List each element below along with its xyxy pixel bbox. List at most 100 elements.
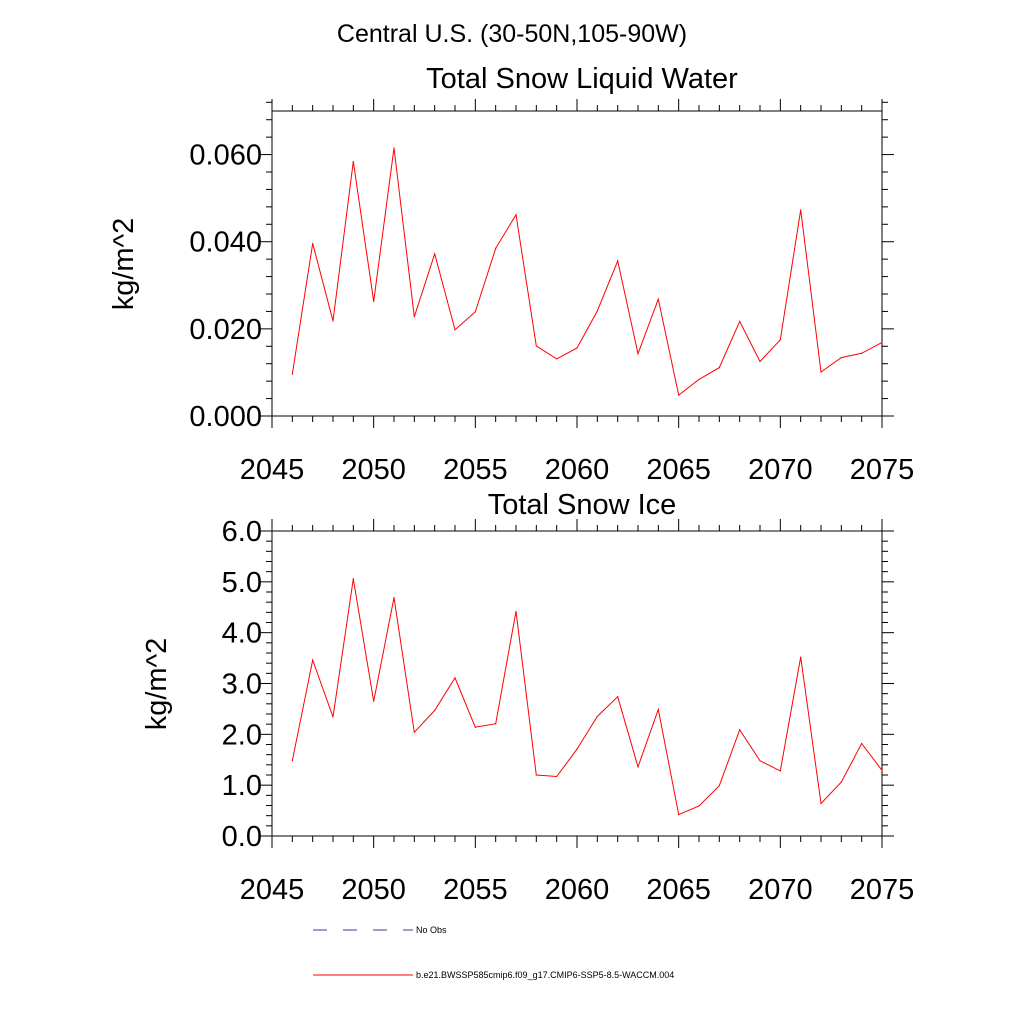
data-point (759, 360, 761, 363)
x-tick-label: 2075 (850, 454, 915, 486)
data-point (657, 298, 659, 300)
data-point (515, 214, 517, 216)
y-tick-label: 3.0 (222, 669, 262, 701)
data-point (535, 774, 537, 776)
data-point (861, 742, 863, 745)
data-point (637, 766, 639, 768)
panel-title: Total Snow Ice (488, 489, 677, 521)
y-tick-label: 5.0 (222, 567, 262, 599)
x-tick-label: 2045 (240, 454, 305, 486)
data-point (840, 357, 842, 359)
x-tick-label: 2055 (443, 874, 508, 906)
data-point (434, 709, 436, 712)
x-tick-label: 2050 (341, 874, 406, 906)
data-point (352, 160, 354, 163)
x-tick-label: 2075 (850, 874, 915, 906)
data-point (535, 345, 537, 347)
data-point (698, 805, 700, 807)
y-tick-label: 0.000 (189, 401, 262, 433)
data-point (820, 802, 822, 805)
legend-label-no-obs: No Obs (416, 925, 447, 935)
x-tick-label: 2050 (341, 454, 406, 486)
x-tick-label: 2070 (748, 454, 813, 486)
data-point (596, 715, 598, 718)
x-tick-label: 2060 (545, 874, 610, 906)
data-point (800, 209, 802, 211)
data-point (576, 748, 578, 750)
x-tick-label: 2055 (443, 454, 508, 486)
data-point (698, 378, 700, 380)
data-point (413, 731, 415, 733)
data-point (739, 729, 741, 731)
data-point (718, 785, 720, 787)
data-point (678, 394, 680, 396)
y-tick-label: 1.0 (222, 770, 262, 802)
legend: No Obs b.e21.BWSSP585cmip6.f09_g17.CMIP6… (313, 925, 674, 980)
data-point (495, 723, 497, 725)
legend-label-model-run: b.e21.BWSSP585cmip6.f09_g17.CMIP6-SSP5-8… (416, 970, 674, 980)
data-point (515, 610, 517, 612)
data-point (596, 310, 598, 312)
data-point (820, 371, 822, 373)
data-point (739, 320, 741, 323)
data-point (881, 769, 883, 772)
region-title: Central U.S. (30-50N,105-90W) (337, 20, 687, 48)
data-point (495, 247, 497, 249)
data-point (556, 775, 558, 778)
data-point (312, 242, 314, 245)
data-point (779, 339, 781, 341)
data-point (800, 656, 802, 658)
data-point (373, 300, 375, 303)
data-point (617, 696, 619, 698)
x-tick-label: 2045 (240, 874, 305, 906)
data-point (332, 320, 334, 322)
data-point (454, 677, 456, 679)
data-point (434, 253, 436, 255)
y-tick-label: 0.020 (189, 314, 262, 346)
data-point (352, 578, 354, 580)
series-line (291, 578, 883, 816)
data-point (657, 708, 659, 711)
data-point (474, 726, 476, 728)
data-point (759, 760, 761, 762)
plot-frame (271, 530, 883, 837)
data-point (454, 329, 456, 331)
data-point (881, 341, 883, 343)
data-point (393, 147, 395, 149)
y-axis-label: kg/m^2 (108, 218, 140, 311)
y-tick-label: 0.0 (222, 821, 262, 853)
y-tick-label: 4.0 (222, 618, 262, 650)
data-point (779, 770, 781, 772)
data-point (576, 347, 578, 349)
y-tick-label: 6.0 (222, 516, 262, 548)
panel-snow-ice: Total Snow Ice kg/m^2 2045 2050 2055 2060 2065… (141, 489, 914, 906)
data-point (556, 358, 558, 360)
data-point (840, 781, 842, 783)
data-point (474, 311, 476, 313)
data-point (718, 367, 720, 369)
data-point (312, 659, 314, 661)
data-point (413, 316, 415, 318)
panel-title: Total Snow Liquid Water (426, 63, 738, 95)
x-tick-label: 2060 (545, 454, 610, 486)
y-tick-label: 2.0 (222, 719, 262, 751)
y-axis-label: kg/m^2 (141, 638, 173, 731)
x-tick-label: 2065 (646, 454, 711, 486)
data-point (332, 716, 334, 718)
data-point (373, 700, 375, 702)
data-point (617, 260, 619, 262)
data-point (291, 760, 293, 762)
panel-snow-liquid-water: Total Snow Liquid Water kg/m^2 2045 2050 205… (108, 63, 914, 486)
data-point (393, 596, 395, 599)
plot-frame (271, 110, 883, 417)
data-point (637, 353, 639, 355)
data-point (678, 814, 680, 816)
data-point (291, 373, 293, 375)
data-point (861, 352, 863, 354)
x-tick-label: 2070 (748, 874, 813, 906)
y-tick-label: 0.060 (189, 140, 262, 172)
x-tick-label: 2065 (646, 874, 711, 906)
series-line (291, 147, 883, 396)
